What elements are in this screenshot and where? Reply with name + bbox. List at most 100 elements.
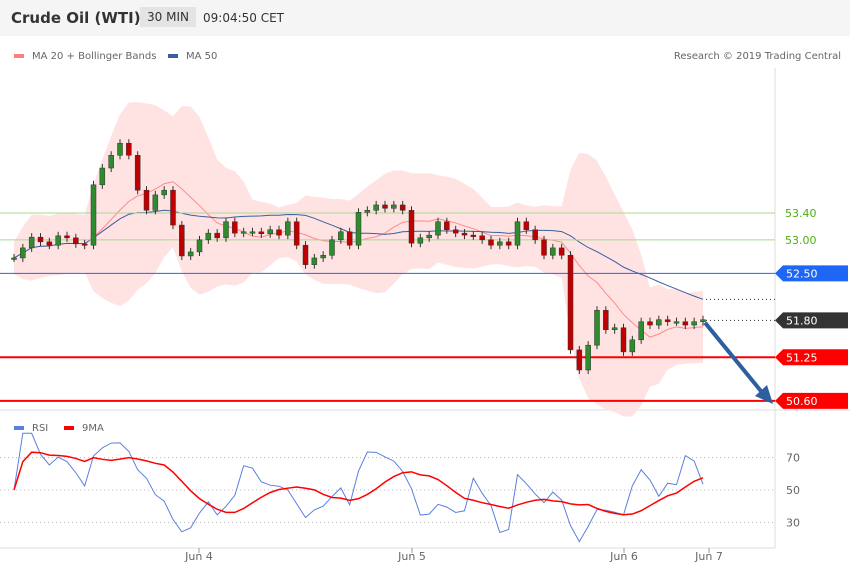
candle (382, 204, 388, 209)
x-tick-label: Jun 4 (184, 550, 213, 563)
candle (276, 229, 282, 236)
candle (656, 319, 662, 326)
last-price-tag (775, 312, 848, 329)
candle (329, 239, 335, 256)
candle (232, 221, 238, 234)
pivot-price-label: 52.50 (786, 267, 818, 280)
candle (682, 321, 689, 326)
candle (691, 321, 697, 326)
instrument-title: Crude Oil (WTI) (11, 9, 141, 27)
candle (161, 189, 167, 196)
candle (620, 327, 627, 353)
support-price-label: 51.25 (786, 351, 818, 364)
rsi-tick-label: 30 (786, 516, 800, 529)
candle (373, 204, 379, 211)
candle (320, 255, 326, 259)
candle (81, 243, 88, 246)
pivot-price-tag (775, 265, 848, 282)
candle (179, 224, 185, 257)
candle (497, 241, 503, 246)
candle (541, 239, 547, 256)
candle (479, 235, 485, 241)
candle (435, 221, 441, 236)
candle (28, 236, 35, 249)
candle (391, 204, 397, 209)
candle (338, 231, 344, 241)
candle (647, 321, 653, 326)
ma20-swatch-icon (14, 54, 24, 58)
candle (108, 155, 114, 169)
candle (461, 232, 468, 236)
copyright: Research © 2019 Trading Central (673, 51, 841, 62)
candle (629, 339, 636, 353)
candle (223, 221, 229, 239)
header: Crude Oil (WTI) 30 MIN 09:04:50 CET (0, 0, 850, 36)
candle (126, 142, 132, 156)
candle (567, 255, 574, 351)
legend-ma50: MA 50 (168, 51, 217, 62)
candle (90, 184, 97, 246)
last-price-label: 51.80 (786, 314, 818, 327)
candle (240, 231, 247, 234)
candle (258, 231, 265, 235)
candle (196, 239, 203, 253)
candle (346, 231, 353, 246)
candle (20, 247, 26, 259)
candle (302, 244, 309, 265)
rsi-tick-label: 50 (786, 484, 800, 497)
x-tick-label: Jun 7 (694, 550, 723, 563)
candle (426, 234, 432, 239)
ma9-label: 9MA (82, 423, 104, 434)
candle (37, 236, 44, 243)
rsi-line (13, 432, 704, 543)
candle (585, 344, 591, 371)
candle (505, 241, 512, 246)
candle (700, 319, 706, 322)
candle (594, 310, 600, 346)
candle (611, 327, 618, 331)
candle (444, 221, 450, 231)
candle (99, 167, 106, 186)
ma9-swatch-icon (64, 426, 74, 430)
candle (664, 319, 671, 322)
candle (523, 221, 530, 231)
candle (64, 235, 70, 239)
candle (576, 349, 583, 371)
rsi-ma9-line (13, 451, 704, 516)
timeframe-button[interactable]: 30 MIN (140, 7, 196, 27)
legend-rsi: RSI (14, 423, 48, 434)
candle (550, 247, 556, 256)
candle (55, 235, 61, 246)
legend-9ma: 9MA (64, 423, 104, 434)
rsi-swatch-icon (14, 426, 24, 430)
candle (558, 247, 565, 256)
bollinger-band (14, 102, 703, 417)
candle (514, 221, 521, 246)
candle (603, 310, 609, 331)
ma20-label: MA 20 + Bollinger Bands (32, 51, 157, 62)
candle (11, 257, 17, 260)
x-tick-label: Jun 6 (609, 550, 638, 563)
candle (267, 229, 273, 235)
ma50-label: MA 50 (186, 51, 218, 62)
resistance-label: 53.40 (785, 207, 817, 220)
rsi-tick-label: 70 (786, 452, 800, 465)
candle (285, 221, 291, 236)
candle (638, 321, 644, 341)
candle (73, 237, 79, 245)
candle (452, 229, 459, 234)
candle (117, 142, 123, 156)
resistance-label: 53.00 (785, 234, 817, 247)
arrow-head-icon (755, 385, 773, 404)
candle (170, 189, 176, 226)
candle (134, 155, 141, 191)
ma50-swatch-icon (168, 54, 178, 58)
candle (214, 232, 220, 239)
candle (249, 231, 256, 234)
candle (488, 239, 494, 246)
support-price-label: 50.60 (786, 395, 818, 408)
candle (364, 210, 371, 213)
timestamp: 09:04:50 CET (203, 11, 284, 25)
forecast-arrow (703, 321, 767, 398)
